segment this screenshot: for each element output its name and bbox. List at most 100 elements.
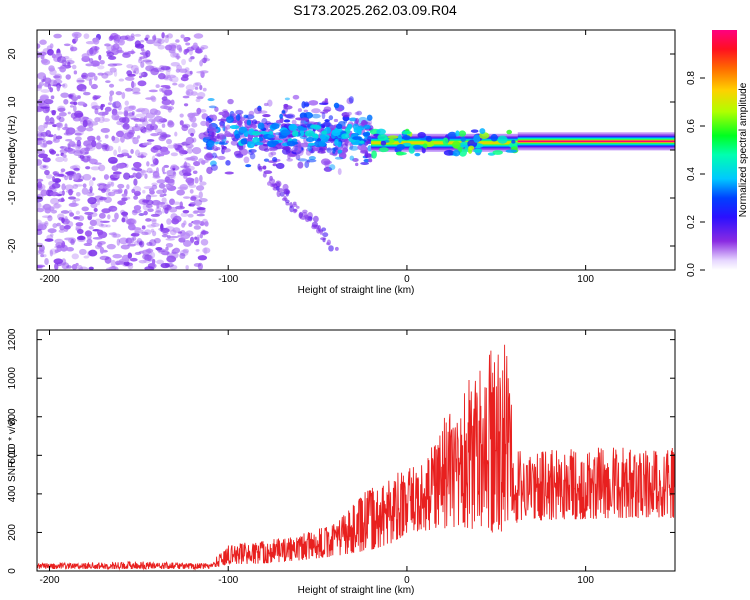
spectrogram-cell <box>332 147 336 154</box>
spectrogram-cell <box>203 247 208 255</box>
spectrogram-cell <box>331 129 341 137</box>
spectrogram-cell <box>117 145 121 153</box>
spectrogram-cell <box>188 203 195 207</box>
spectrogram-cell <box>251 149 257 153</box>
spectrogram-cell <box>292 203 298 207</box>
spectrogram-cell <box>152 175 161 179</box>
spectrogram-cell <box>70 239 75 245</box>
snr-y-tick-label: 600 <box>7 447 18 464</box>
spectrogram-cell <box>304 130 315 137</box>
spectrogram-cell <box>182 74 189 79</box>
spectrogram-cell <box>86 191 95 197</box>
spectrogram-cell <box>120 135 125 143</box>
spectrogram-cell <box>65 74 71 80</box>
spectrogram-cell <box>156 259 165 265</box>
spectrogram-cell <box>81 155 91 163</box>
spectrogram-cell <box>98 164 106 172</box>
spectrogram-cell <box>94 195 104 201</box>
spectrogram-cell <box>161 166 165 173</box>
spectrogram-cell <box>349 155 355 161</box>
spectrogram-cell <box>116 153 125 158</box>
spectrogram-cell <box>161 123 166 128</box>
spectrogram-cell <box>180 34 185 39</box>
spectrogram-cell <box>77 215 85 222</box>
spectrogram-cell <box>366 140 371 144</box>
colorbar-tick-label: 0.2 <box>686 215 697 229</box>
spectrogram-cell <box>110 259 116 268</box>
spectrogram-cell <box>193 225 201 230</box>
spectrogram-cell <box>124 76 135 81</box>
spectrogram-cell <box>297 158 308 162</box>
spectrogram-cell <box>131 87 141 93</box>
spectrogram-cell <box>172 201 181 205</box>
spectrogram-cell <box>69 94 73 98</box>
spectrogram-cell <box>85 63 94 67</box>
spectrogram-cell <box>134 43 145 49</box>
spectrogram-cell <box>412 144 422 150</box>
spectrogram-cell <box>152 158 159 166</box>
spectrogram-cell <box>170 152 178 157</box>
spectrogram-cell <box>478 132 490 140</box>
spectrogram-cell <box>198 158 204 164</box>
spectrogram-cell <box>93 37 100 45</box>
spectrogram-cell <box>55 135 63 140</box>
spectrogram-cell <box>103 196 112 203</box>
spectrogram-cell <box>194 176 199 184</box>
spectrogram-cell <box>108 83 115 88</box>
spectrogram-cell <box>45 174 53 179</box>
spectrogram-cell <box>97 65 105 70</box>
spectrogram-cell <box>145 60 154 65</box>
spectrogram-cell <box>161 234 168 238</box>
spectrogram-cell <box>505 149 518 153</box>
spectrogram-cell <box>177 186 188 190</box>
spectrogram-cell <box>183 103 189 107</box>
spectrogram-cell <box>287 152 291 160</box>
spectrogram-cell <box>72 184 79 189</box>
spectrogram-cell <box>53 258 64 265</box>
spectrogram-cell <box>460 136 466 143</box>
spectrogram-cell <box>59 149 66 153</box>
spectrogram-cell <box>148 118 158 123</box>
spectrogram-cell <box>112 171 122 175</box>
spectrogram-cell <box>177 234 182 238</box>
spectrogram-cell <box>74 136 82 142</box>
spectrogram-cell <box>45 115 50 123</box>
spectrogram-cell <box>67 61 71 67</box>
spectrogram-cell <box>169 229 177 236</box>
spectrogram-cell <box>262 165 267 170</box>
spectrogram-cell <box>321 227 327 232</box>
spectrogram-cell <box>185 89 194 97</box>
spectrogram-cell <box>39 39 47 45</box>
spectrogram-cell <box>164 207 169 214</box>
spectrogram-cell <box>150 218 157 222</box>
spectrogram-cell <box>107 214 111 220</box>
spectrogram-cell <box>72 164 81 171</box>
spectrogram-cell <box>150 163 156 167</box>
spectrogram-cell <box>135 172 142 180</box>
spectrogram-cell <box>168 206 178 213</box>
spectrogram-cell <box>344 138 350 144</box>
spectrogram-cell <box>96 200 100 206</box>
spectrogram-cell <box>207 98 215 102</box>
spectrogram-cell <box>86 238 93 245</box>
spectrogram-cell <box>39 95 49 101</box>
spectrogram-cell <box>183 37 189 43</box>
spectrogram-cell <box>60 168 66 173</box>
spectrogram-cell <box>56 56 67 64</box>
spectrogram-cell <box>124 87 133 92</box>
spectrogram-cell <box>360 161 369 165</box>
spectrogram-cell <box>291 119 297 125</box>
spectrogram-cell <box>187 128 196 136</box>
spectrogram-cell <box>159 201 169 205</box>
spectrogram-cell <box>183 220 187 226</box>
spectrogram-cell <box>58 229 65 233</box>
spectrogram-cell <box>153 41 162 47</box>
spectrogram-cell <box>166 255 177 263</box>
spectrogram-cell <box>155 206 162 213</box>
spectrogram-cell <box>65 171 75 175</box>
spectrogram-cell <box>182 248 189 254</box>
spectrogram-cell <box>123 261 130 266</box>
spectrogram-cell <box>272 157 278 162</box>
spectrogram-cell <box>82 88 87 93</box>
spectrogram-cell <box>128 129 135 135</box>
